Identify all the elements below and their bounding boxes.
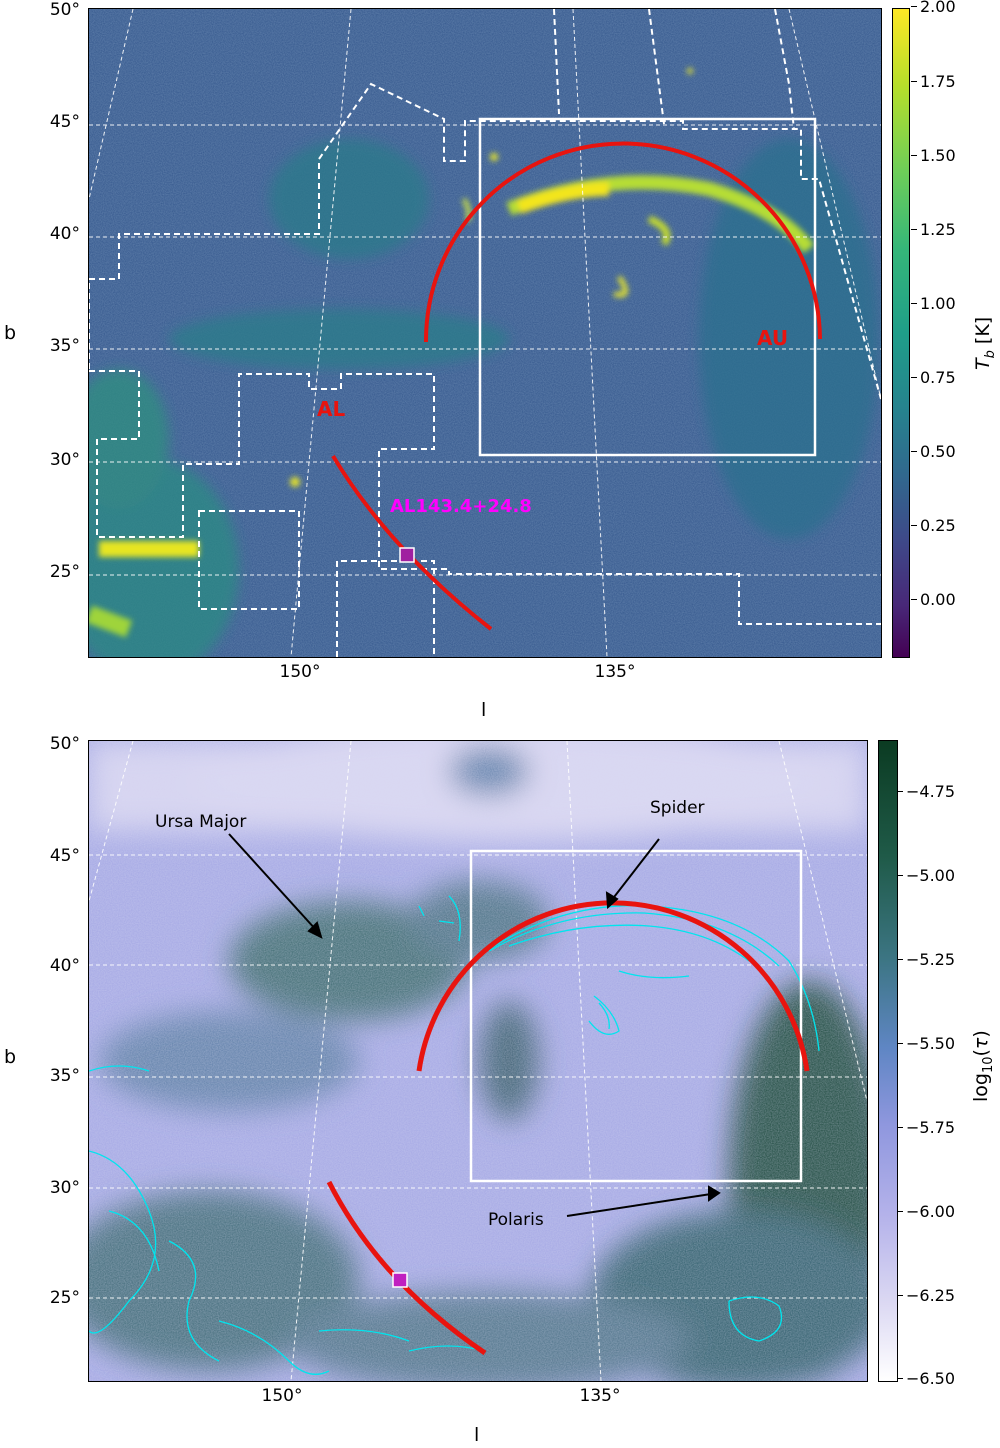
top-cbar-tick: 0.25 bbox=[911, 516, 956, 535]
bottom-ytick: 40° bbox=[49, 956, 80, 976]
top-xtick: 150° bbox=[279, 662, 321, 682]
top-ylabel: b bbox=[4, 322, 17, 344]
top-ytick: 35° bbox=[49, 336, 80, 356]
top-xlabel: l bbox=[481, 699, 487, 721]
top-cbar-tick: 1.00 bbox=[911, 294, 956, 313]
bottom-cbar-tick: −5.50 bbox=[896, 1034, 956, 1053]
al-arc bbox=[331, 454, 493, 631]
bottom-ytick: 45° bbox=[49, 846, 80, 866]
bottom-cbar-tick: −5.25 bbox=[896, 950, 956, 969]
top-cbar-tick: 1.25 bbox=[911, 220, 956, 239]
bottom-colorbar bbox=[878, 740, 898, 1382]
bottom-cbar-tick: −6.50 bbox=[896, 1369, 956, 1388]
bottom-ytick: 35° bbox=[49, 1066, 80, 1086]
top-ytick: 30° bbox=[49, 450, 80, 470]
top-cbar-label: Tb [K] bbox=[972, 316, 998, 370]
top-ytick: 40° bbox=[49, 224, 80, 244]
top-ytick: 50° bbox=[49, 0, 80, 20]
bottom-ytick: 30° bbox=[49, 1178, 80, 1198]
bottom-cbar-label: log10(τ) bbox=[970, 1030, 996, 1102]
bottom-panel: b 50° 45° 40° 35° 30° 25° bbox=[0, 724, 1000, 1448]
bottom-cbar-tick: −4.75 bbox=[896, 782, 956, 801]
top-ytick: 25° bbox=[49, 562, 80, 582]
source-label: AL143.4+24.8 bbox=[390, 496, 532, 517]
bottom-xlabel: l bbox=[474, 1424, 480, 1446]
bottom-ytick: 25° bbox=[49, 1288, 80, 1308]
bottom-ytick: 50° bbox=[49, 734, 80, 754]
top-cbar-tick: 1.75 bbox=[911, 72, 956, 91]
bottom-xtick: 135° bbox=[579, 1386, 621, 1406]
bottom-map bbox=[88, 740, 868, 1382]
top-cbar-tick: 0.75 bbox=[911, 368, 956, 387]
bottom-cbar-tick: −5.75 bbox=[896, 1118, 956, 1137]
bottom-cbar-tick: −6.25 bbox=[896, 1286, 956, 1305]
bottom-ylabel: b bbox=[4, 1046, 17, 1068]
polaris-label: Polaris bbox=[488, 1210, 544, 1230]
au-arc bbox=[423, 141, 822, 343]
source-marker-bottom bbox=[392, 1272, 408, 1288]
top-ytick: 45° bbox=[49, 112, 80, 132]
bottom-xtick: 150° bbox=[261, 1386, 303, 1406]
bottom-cbar-tick: −5.00 bbox=[896, 866, 956, 885]
top-cbar-tick: 1.50 bbox=[911, 146, 956, 165]
spider-label: Spider bbox=[650, 798, 705, 818]
source-marker bbox=[399, 547, 415, 563]
top-panel: b 50° 45° 40° 35° 30° 25° bbox=[4, 0, 998, 721]
bottom-cbar-tick: −6.00 bbox=[896, 1202, 956, 1221]
top-colorbar bbox=[892, 8, 910, 658]
ursa-major-label: Ursa Major bbox=[155, 812, 247, 832]
au-label: AU bbox=[757, 326, 789, 350]
top-xtick: 135° bbox=[594, 662, 636, 682]
top-map bbox=[88, 8, 882, 658]
al-label: AL bbox=[317, 397, 346, 421]
top-cbar-tick: 0.00 bbox=[911, 590, 956, 609]
top-cbar-tick: 2.00 bbox=[911, 0, 956, 16]
top-cbar-tick: 0.50 bbox=[911, 442, 956, 461]
